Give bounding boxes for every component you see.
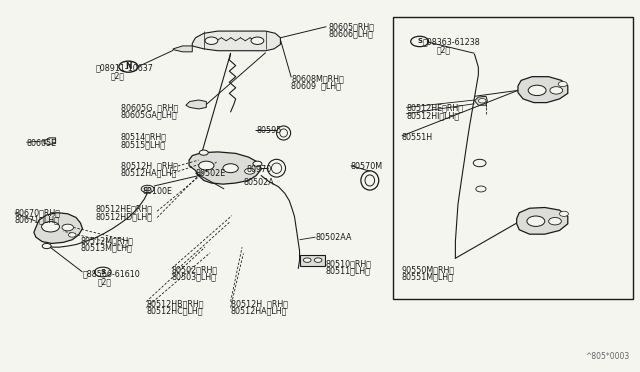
Text: 80608M〈RH〉: 80608M〈RH〉 [291, 74, 344, 83]
Text: S: S [417, 38, 422, 45]
Text: 2、: 2、 [436, 45, 450, 54]
Polygon shape [34, 213, 83, 243]
Text: Ⓢ08363-61238: Ⓢ08363-61238 [422, 38, 480, 47]
Text: 80595: 80595 [256, 126, 282, 135]
Polygon shape [173, 46, 192, 52]
Text: 80502E: 80502E [195, 169, 226, 177]
Text: ⓝ08911-10637: ⓝ08911-10637 [95, 64, 153, 73]
Text: 2、: 2、 [98, 277, 112, 286]
Text: 80970: 80970 [246, 165, 272, 174]
FancyBboxPatch shape [300, 254, 325, 266]
Circle shape [478, 99, 486, 103]
Text: 80515〈LH〉: 80515〈LH〉 [121, 140, 166, 149]
Text: 80570M: 80570M [351, 162, 383, 171]
Text: 80511〈LH〉: 80511〈LH〉 [326, 267, 371, 276]
FancyBboxPatch shape [394, 17, 633, 299]
Polygon shape [474, 96, 487, 105]
Polygon shape [44, 138, 56, 144]
Circle shape [42, 243, 51, 248]
Circle shape [244, 168, 255, 174]
Text: 80503〈LH〉: 80503〈LH〉 [172, 272, 217, 281]
Circle shape [199, 150, 208, 155]
Text: 80670〈RH〉: 80670〈RH〉 [15, 208, 61, 217]
Circle shape [303, 258, 311, 262]
Text: 80512HD〈LH〉: 80512HD〈LH〉 [95, 212, 152, 221]
Text: 80502AA: 80502AA [316, 233, 352, 243]
Text: 80510〈RH〉: 80510〈RH〉 [326, 259, 372, 268]
Text: 80605G  〈RH〉: 80605G 〈RH〉 [121, 103, 178, 112]
Text: 80551H: 80551H [402, 132, 433, 142]
Ellipse shape [268, 159, 285, 177]
Text: N: N [125, 62, 132, 71]
Circle shape [527, 216, 545, 227]
Text: 80605GA〈LH〉: 80605GA〈LH〉 [121, 110, 177, 119]
Circle shape [473, 159, 486, 167]
Text: 80512HB〈RH〉: 80512HB〈RH〉 [147, 299, 204, 308]
Ellipse shape [361, 171, 379, 190]
Text: ^805*0003: ^805*0003 [586, 352, 630, 361]
Text: 80512H  〈RH〉: 80512H 〈RH〉 [230, 299, 287, 308]
Circle shape [558, 81, 567, 87]
Text: Ⓢ88566-61610: Ⓢ88566-61610 [83, 270, 140, 279]
Text: 80512HE〈RH〉: 80512HE〈RH〉 [95, 205, 152, 214]
Circle shape [145, 187, 151, 191]
Circle shape [68, 233, 76, 237]
Text: 80502〈RH〉: 80502〈RH〉 [172, 265, 218, 274]
Circle shape [251, 37, 264, 44]
Ellipse shape [271, 163, 282, 173]
Text: 80502A: 80502A [243, 178, 274, 187]
Circle shape [314, 258, 322, 262]
Polygon shape [189, 152, 261, 184]
Circle shape [198, 161, 214, 170]
Circle shape [548, 218, 561, 225]
Text: 80512HA〈LH〉: 80512HA〈LH〉 [230, 307, 287, 316]
Text: 80605〈RH〉: 80605〈RH〉 [328, 22, 374, 31]
Circle shape [528, 85, 546, 96]
Text: 2、: 2、 [111, 71, 125, 80]
Polygon shape [186, 100, 206, 109]
Text: 80512HA〈LH〉: 80512HA〈LH〉 [121, 169, 177, 177]
Text: S: S [100, 269, 106, 275]
Text: 80512HE〈RH〉: 80512HE〈RH〉 [406, 104, 463, 113]
Circle shape [411, 36, 429, 46]
Circle shape [119, 61, 138, 72]
Text: 80609  〈LH〉: 80609 〈LH〉 [291, 81, 341, 90]
Text: 80605E: 80605E [26, 139, 56, 148]
Circle shape [476, 186, 486, 192]
Text: 80512H  〈RH〉: 80512H 〈RH〉 [121, 161, 178, 170]
Circle shape [42, 222, 60, 232]
Text: 90550M〈RH〉: 90550M〈RH〉 [402, 265, 455, 274]
Text: 80606〈LH〉: 80606〈LH〉 [328, 29, 373, 39]
Text: 80513M〈LH〉: 80513M〈LH〉 [81, 244, 132, 253]
Ellipse shape [276, 126, 291, 140]
Circle shape [550, 87, 563, 94]
Ellipse shape [280, 129, 287, 137]
Text: 80512HI〈LH〉: 80512HI〈LH〉 [406, 111, 460, 120]
Circle shape [141, 185, 154, 193]
Text: 80100E: 80100E [143, 187, 172, 196]
Circle shape [223, 164, 238, 173]
Text: 80514〈RH〉: 80514〈RH〉 [121, 132, 167, 142]
Circle shape [205, 37, 218, 44]
Circle shape [95, 267, 111, 277]
Polygon shape [192, 31, 280, 51]
Text: 80512HC〈LH〉: 80512HC〈LH〉 [147, 307, 203, 316]
Ellipse shape [365, 175, 374, 186]
Text: 80671〈LH〉: 80671〈LH〉 [15, 216, 60, 225]
Circle shape [62, 224, 74, 231]
Text: 80512M〈RH〉: 80512M〈RH〉 [81, 236, 134, 246]
Text: 80551M〈LH〉: 80551M〈LH〉 [402, 272, 454, 281]
Polygon shape [516, 208, 568, 234]
Circle shape [559, 211, 568, 217]
Polygon shape [518, 77, 568, 103]
Circle shape [253, 161, 262, 166]
